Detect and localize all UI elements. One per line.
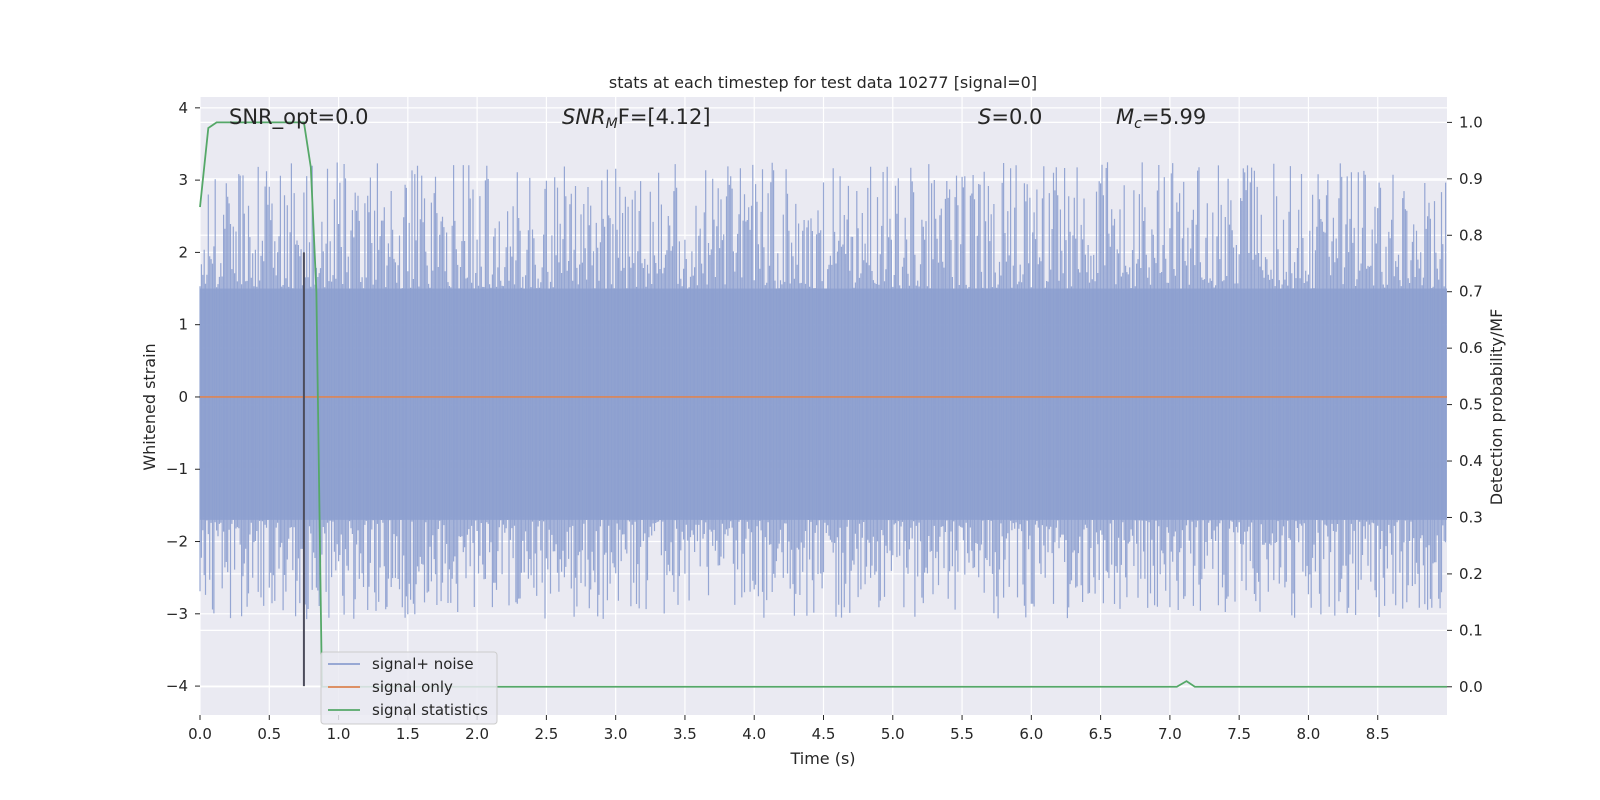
- y-right-tick-label: 0.6: [1459, 339, 1483, 357]
- x-tick-label: 0.0: [188, 725, 212, 743]
- y-left-tick-label: 4: [178, 99, 188, 117]
- annotation-snr-mf-subscript: M: [606, 116, 618, 132]
- legend-label-signal-statistics: signal statistics: [372, 701, 488, 719]
- y-left-tick-label: −3: [166, 605, 188, 623]
- x-tick-label: 1.0: [327, 725, 351, 743]
- y-right-tick-label: 0.5: [1459, 396, 1483, 414]
- y-right-tick-label: 0.9: [1459, 170, 1483, 188]
- x-tick-label: 0.5: [257, 725, 281, 743]
- y-axis-right-label: Detection probability/MF: [1487, 309, 1506, 506]
- x-tick-label: 2.0: [465, 725, 489, 743]
- annotation-snr-mf-symbol: SNR: [562, 105, 606, 129]
- annotation-snr-mf: SNRMF=[4.12]: [562, 105, 711, 132]
- annotation-s: S=0.0: [978, 105, 1042, 129]
- chart-title: stats at each timestep for test data 102…: [609, 73, 1037, 92]
- noise-spikes: [199, 162, 1447, 620]
- y-left-tick-label: 2: [178, 243, 188, 261]
- series-signal-noise: [199, 162, 1447, 620]
- signal-statistics-line: [199, 121, 1447, 688]
- x-tick-label: 1.5: [396, 725, 420, 743]
- y-left-tick-label: 3: [178, 171, 188, 189]
- x-tick-label: 8.5: [1366, 725, 1390, 743]
- y-right-tick-label: 0.2: [1459, 565, 1483, 583]
- y-axis-left-label: Whitened strain: [140, 343, 159, 470]
- y-left-tick-label: −2: [166, 533, 188, 551]
- annotation-s-symbol: S: [978, 105, 991, 129]
- y-left-tick-label: 1: [178, 316, 188, 334]
- y-left-tick-label: −4: [166, 677, 188, 695]
- x-tick-label: 2.5: [534, 725, 558, 743]
- y-right-axis-ticks: 0.0 0.1 0.2 0.3 0.4 0.5 0.6 0.7 0.8 0.9 1.0: [1447, 113, 1483, 696]
- y-right-tick-label: 0.8: [1459, 226, 1483, 244]
- annotation-snr-opt: SNR_opt=0.0: [229, 105, 369, 130]
- legend-label-signal-noise: signal+ noise: [372, 655, 474, 673]
- x-tick-label: 3.0: [604, 725, 628, 743]
- y-right-tick-label: 0.4: [1459, 452, 1483, 470]
- x-axis-label: Time (s): [789, 749, 855, 768]
- series-signal-statistics: [199, 121, 1447, 688]
- x-tick-label: 7.5: [1227, 725, 1251, 743]
- x-tick-label: 3.5: [673, 725, 697, 743]
- x-tick-label: 5.5: [950, 725, 974, 743]
- y-right-tick-label: 0.0: [1459, 678, 1483, 696]
- x-tick-label: 4.5: [812, 725, 836, 743]
- x-tick-label: 6.5: [1089, 725, 1113, 743]
- annotation-s-value: =0.0: [991, 105, 1042, 129]
- x-tick-label: 7.0: [1158, 725, 1182, 743]
- x-tick-label: 8.0: [1297, 725, 1321, 743]
- legend: signal+ noise signal only signal statist…: [320, 651, 498, 725]
- x-axis-ticks: 0.0 0.5 1.0 1.5 2.0 2.5 3.0 3.5 4.0 4.5 5.0 5.5 6.0 6…: [188, 715, 1390, 743]
- legend-box: [320, 651, 498, 725]
- y-left-tick-label: 0: [178, 388, 188, 406]
- x-tick-label: 6.0: [1019, 725, 1043, 743]
- annotation-mc-subscript: c: [1134, 116, 1142, 132]
- annotation-snr-mf-value: F=[4.12]: [618, 105, 711, 129]
- legend-label-signal-only: signal only: [372, 678, 453, 696]
- y-left-tick-label: −1: [166, 460, 188, 478]
- x-tick-label: 4.0: [742, 725, 766, 743]
- y-right-tick-label: 0.1: [1459, 621, 1483, 639]
- annotation-mc-value: =5.99: [1142, 105, 1206, 129]
- x-tick-label: 5.0: [881, 725, 905, 743]
- annotation-mc-symbol: M: [1116, 105, 1134, 129]
- y-right-tick-label: 0.3: [1459, 508, 1483, 526]
- annotation-mc: Mc=5.99: [1116, 105, 1206, 132]
- y-left-axis-ticks: −4 −3 −2 −1 0 1 2 3 4: [166, 99, 200, 695]
- y-right-tick-label: 0.7: [1459, 283, 1483, 301]
- y-right-tick-label: 1.0: [1459, 113, 1483, 131]
